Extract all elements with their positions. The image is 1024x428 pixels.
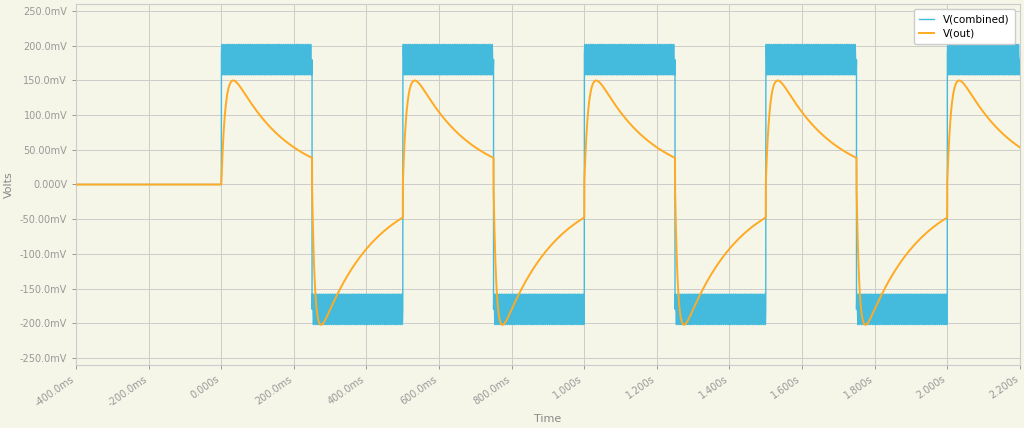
V(out) — [126, 182, 138, 187]
V(combined) — [987, 42, 999, 48]
V(combined) — [70, 182, 82, 187]
V(out) — [70, 182, 82, 187]
X-axis label: Time: Time — [535, 414, 561, 424]
V(combined) — [768, 46, 780, 51]
V(combined) — [126, 182, 138, 187]
V(out) — [590, 78, 602, 83]
V(out) — [271, 131, 284, 137]
V(out) — [768, 83, 780, 88]
V(combined) — [494, 311, 506, 316]
V(combined) — [1014, 57, 1024, 62]
V(combined) — [359, 322, 372, 327]
V(combined) — [292, 42, 304, 47]
V(out) — [678, 322, 690, 327]
Y-axis label: Volts: Volts — [4, 171, 14, 198]
Legend: V(combined), V(out): V(combined), V(out) — [913, 9, 1015, 44]
Line: V(out): V(out) — [76, 80, 1020, 325]
V(out) — [494, 318, 506, 323]
V(out) — [1014, 145, 1024, 150]
Line: V(combined): V(combined) — [76, 45, 1020, 324]
V(out) — [987, 121, 999, 126]
V(out) — [181, 182, 194, 187]
V(combined) — [271, 72, 284, 77]
V(combined) — [181, 182, 194, 187]
